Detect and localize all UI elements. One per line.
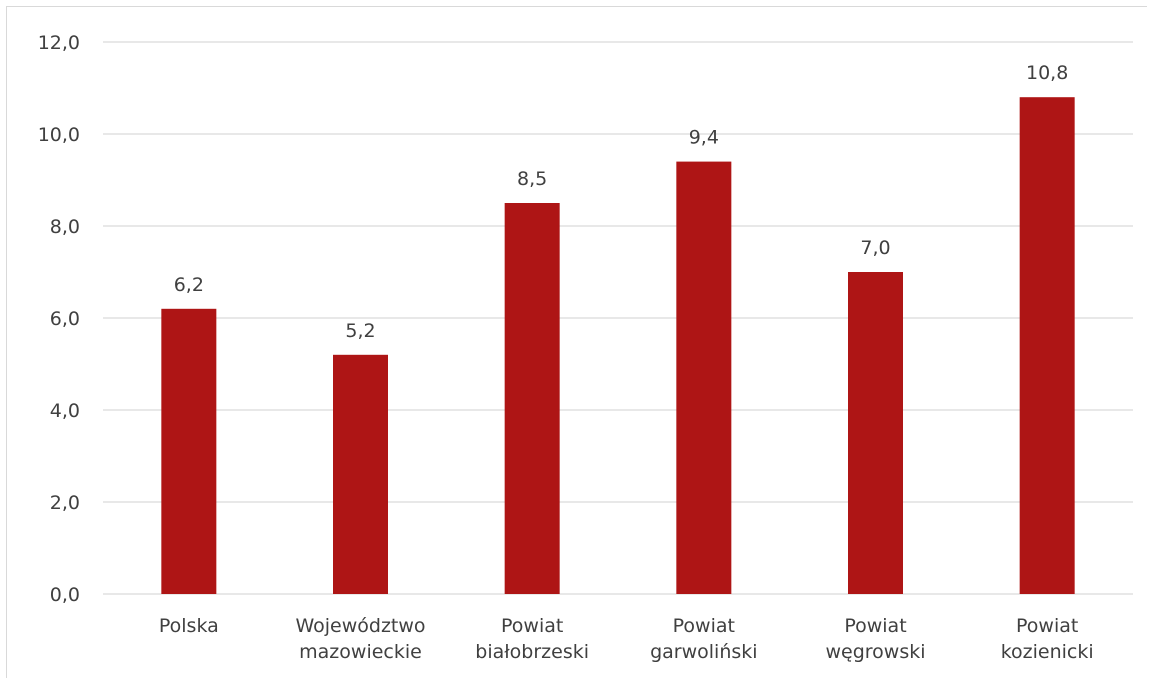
x-tick-label: węgrowski — [825, 641, 925, 663]
x-axis-category-labels: Polska Województwo mazowieckie Powiat białob… — [159, 615, 1094, 663]
y-tick-label: 2,0 — [50, 492, 80, 514]
x-tick-label: Powiat — [501, 615, 563, 637]
bar — [676, 161, 732, 594]
x-tick-label: białobrzeski — [475, 641, 589, 663]
chart-frame — [6, 6, 1147, 678]
bar — [848, 272, 903, 594]
x-tick-label: Powiat — [673, 615, 735, 637]
bar — [333, 354, 388, 594]
bar — [161, 308, 217, 594]
y-tick-label: 4,0 — [50, 400, 80, 422]
y-tick-label: 6,0 — [50, 308, 80, 330]
y-axis-tick-labels: 0,0 2,0 4,0 6,0 8,0 10,0 12,0 — [38, 32, 80, 606]
x-tick-label: Powiat — [844, 615, 906, 637]
gridlines — [103, 41, 1133, 595]
x-tick-label: Polska — [159, 615, 219, 637]
x-tick-label: Powiat — [1016, 615, 1078, 637]
x-tick-label: Województwo — [295, 615, 425, 637]
bar — [504, 203, 560, 594]
data-label: 10,8 — [1026, 62, 1068, 84]
data-labels: 6,2 5,2 8,5 9,4 7,0 10,8 — [174, 62, 1069, 342]
data-label: 6,2 — [174, 274, 204, 296]
bar — [1019, 97, 1075, 594]
bars — [161, 97, 1075, 594]
data-label: 5,2 — [345, 320, 375, 342]
x-tick-label: mazowieckie — [299, 641, 422, 663]
y-tick-label: 12,0 — [38, 32, 80, 54]
x-tick-label: kozienicki — [1001, 641, 1094, 663]
data-label: 8,5 — [517, 168, 547, 190]
data-label: 9,4 — [689, 127, 719, 149]
y-tick-label: 8,0 — [50, 216, 80, 238]
data-label: 7,0 — [860, 237, 890, 259]
y-tick-label: 0,0 — [50, 584, 80, 606]
x-tick-label: garwoliński — [650, 641, 757, 663]
y-tick-label: 10,0 — [38, 124, 80, 146]
